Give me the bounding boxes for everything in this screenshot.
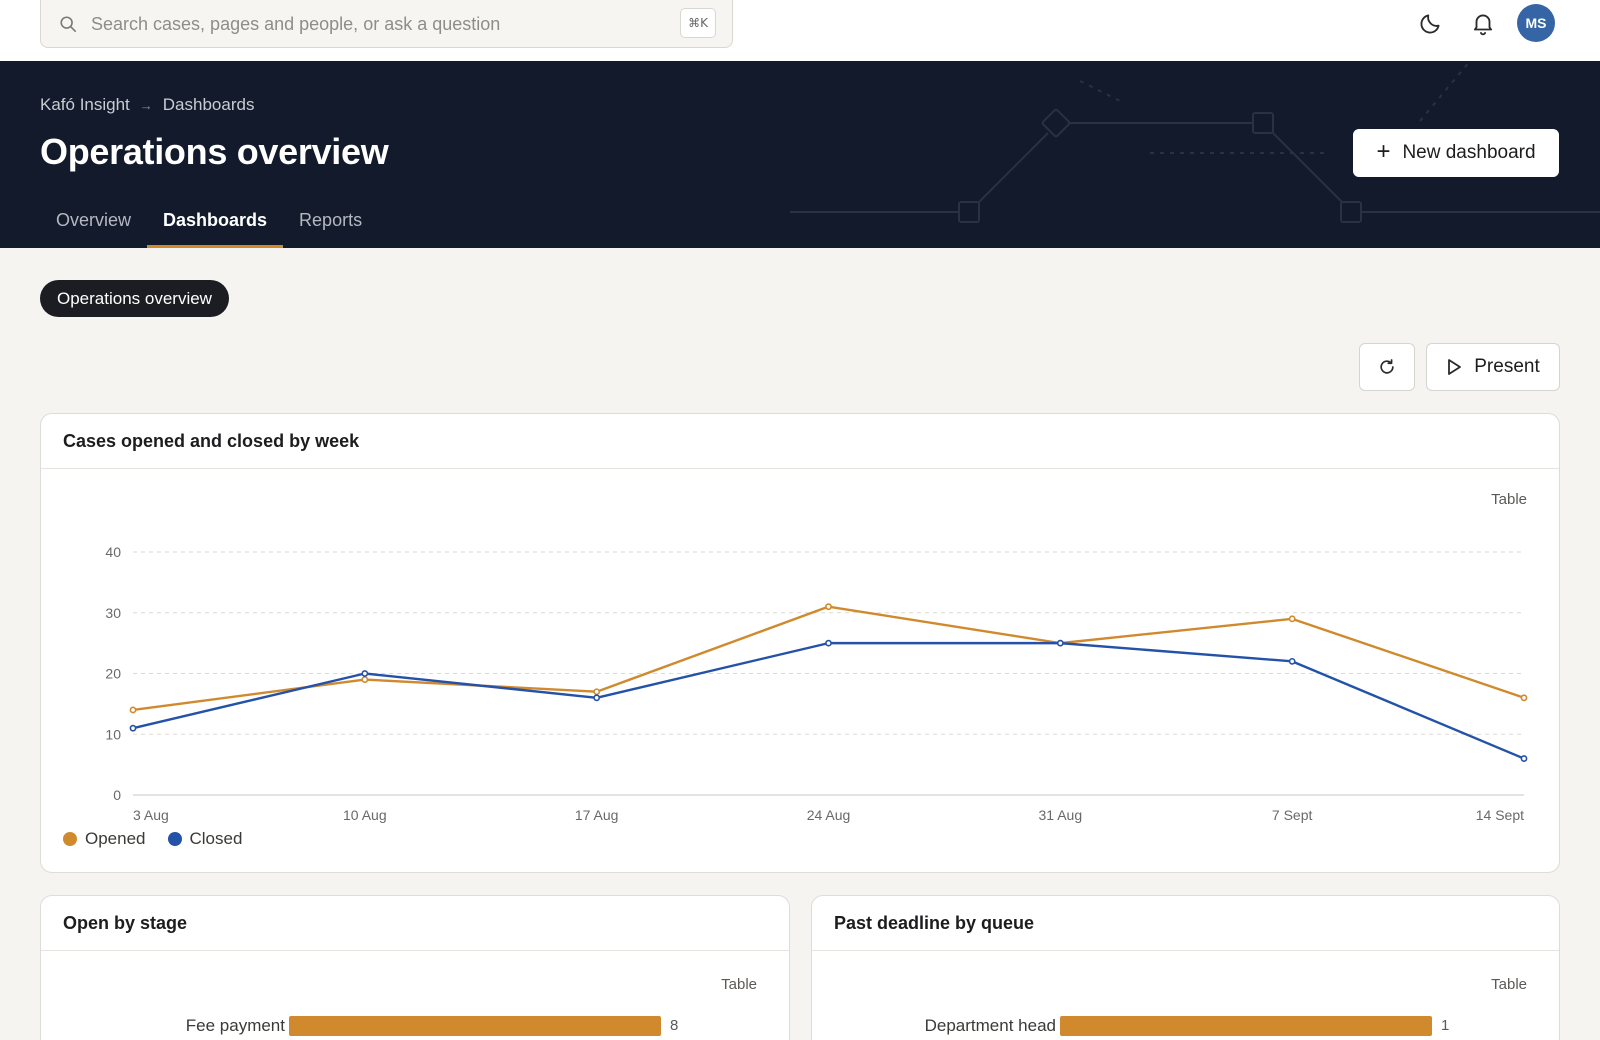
present-button[interactable]: Present (1426, 343, 1560, 391)
bar-row: Department head 1 (812, 1014, 1559, 1038)
past-deadline-card: Past deadline by queue Table Department … (811, 895, 1560, 1040)
x-tick-label: 31 Aug (1039, 807, 1083, 823)
legend-item-closed[interactable]: Closed (167, 829, 243, 849)
data-point (825, 639, 832, 647)
new-dashboard-button[interactable]: + New dashboard (1353, 129, 1559, 177)
data-point (1520, 755, 1528, 762)
bar-label: Department head (924, 1016, 1056, 1035)
y-tick-label: 40 (105, 544, 121, 560)
tab-bar: Overview Dashboards Reports (40, 201, 378, 248)
breadcrumb-arrow-icon: → (139, 97, 153, 113)
dark-mode-moon-icon[interactable] (1418, 10, 1444, 36)
data-point (1056, 639, 1064, 647)
legend-label: Opened (85, 829, 146, 848)
search-icon (60, 16, 77, 33)
breadcrumb-item-home[interactable]: Kafó Insight (40, 95, 130, 114)
data-point (1288, 657, 1296, 665)
y-tick-label: 0 (113, 787, 121, 803)
dashboard-pill[interactable]: Operations overview (40, 280, 229, 317)
tab-dashboards[interactable]: Dashboards (147, 201, 284, 248)
breadcrumb: Kafó Insight → Dashboards (40, 95, 254, 115)
legend-dot (167, 832, 182, 846)
x-tick-label: 24 Aug (807, 807, 851, 823)
cases-chart-card: Cases opened and closed by week Table 0 1… (40, 413, 1560, 873)
tab-overview[interactable]: Overview (56, 210, 132, 230)
y-tick-label: 20 (105, 666, 121, 682)
x-tick-label: 10 Aug (343, 807, 387, 823)
chart-legend: Opened Closed (63, 829, 242, 849)
bar-row: Fee payment 8 (41, 1014, 789, 1038)
open-by-stage-card: Open by stage Table Fee payment 8 (40, 895, 790, 1040)
data-point (593, 688, 601, 696)
x-tick-label: 3 Aug (133, 807, 169, 823)
card-title: Cases opened and closed by week (41, 414, 1559, 469)
data-point (825, 603, 832, 611)
x-tick-label: 7 Sept (1272, 807, 1313, 823)
y-tick-label: 30 (105, 605, 121, 621)
legend-dot (63, 832, 77, 846)
x-tick-label: 17 Aug (575, 807, 619, 823)
card-title: Open by stage (41, 896, 789, 951)
series-line-closed (132, 641, 1525, 760)
data-point (129, 724, 137, 732)
avatar[interactable]: MS (1517, 4, 1555, 42)
data-point (1520, 694, 1528, 702)
plus-icon: + (1376, 138, 1391, 165)
tab-reports[interactable]: Reports (299, 210, 363, 230)
data-point (593, 694, 601, 702)
header-decoration (790, 61, 1600, 223)
search-box[interactable]: ⌘K (40, 0, 733, 48)
table-toggle[interactable]: Table (1491, 491, 1527, 508)
x-tick-label: 14 Sept (1476, 807, 1524, 823)
legend-item-opened[interactable]: Opened (63, 829, 146, 849)
table-toggle[interactable]: Table (1491, 976, 1527, 993)
data-point (361, 676, 369, 683)
bar-value: 1 (1441, 1017, 1450, 1034)
line-chart: 0 10 20 30 40 3 Aug 10 Aug 17 Aug 24 Aug 31 Aug 7 … (105, 544, 1528, 823)
table-toggle[interactable]: Table (721, 976, 757, 993)
bar (1060, 1016, 1432, 1036)
data-point (1288, 615, 1296, 623)
series-line-opened (132, 605, 1525, 712)
bar-value: 8 (670, 1017, 679, 1034)
y-tick-label: 10 (105, 726, 121, 742)
new-dashboard-label: New dashboard (1402, 142, 1536, 163)
shortcut-badge: ⌘K (680, 8, 716, 38)
legend-label: Closed (189, 829, 243, 848)
top-bar: ⌘K MS (0, 0, 1600, 61)
card-title: Past deadline by queue (812, 896, 1559, 951)
page-header: Kafó Insight → Dashboards Operations ove… (0, 61, 1600, 248)
bar-label: Fee payment (185, 1016, 285, 1035)
refresh-button[interactable] (1359, 343, 1415, 391)
breadcrumb-item-dashboards[interactable]: Dashboards (162, 95, 255, 114)
bell-icon[interactable] (1470, 10, 1496, 36)
data-point (361, 670, 369, 677)
search-input[interactable] (91, 12, 651, 36)
refresh-icon (1380, 359, 1394, 374)
bar (289, 1016, 661, 1036)
play-icon (1448, 359, 1462, 375)
page-title: Operations overview (40, 131, 389, 172)
present-label: Present (1474, 356, 1540, 377)
data-point (129, 706, 137, 714)
